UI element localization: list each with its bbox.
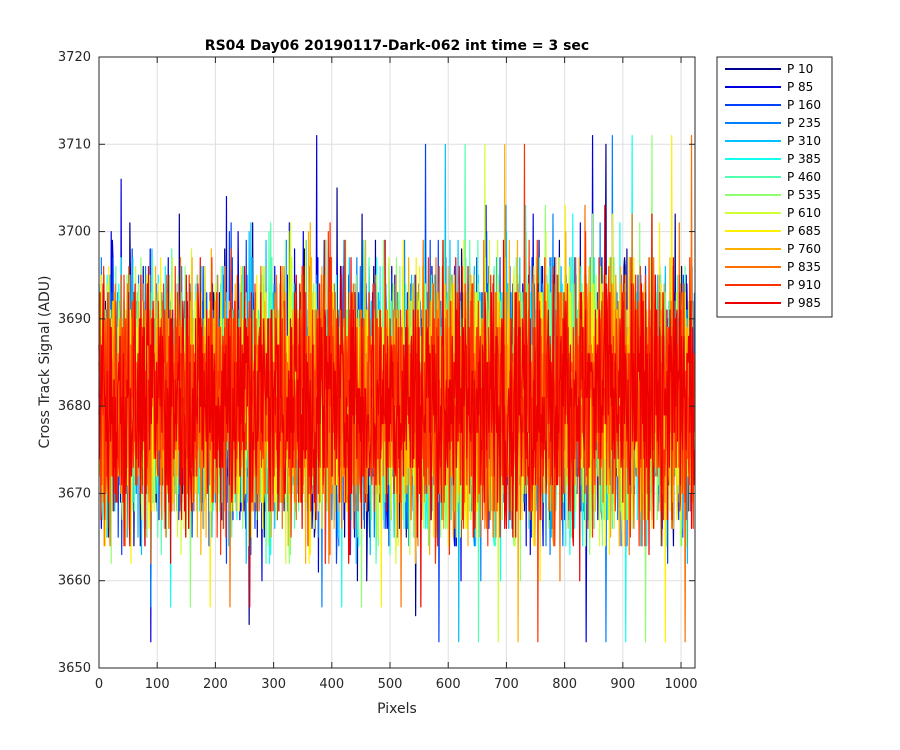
legend-label: P 685 bbox=[787, 224, 821, 238]
x-tick-label: 200 bbox=[203, 677, 228, 692]
legend-box bbox=[716, 56, 833, 318]
legend: P 10 P 85 P 160 P 235 P 310 P 385 P 460 P 535 P … bbox=[716, 56, 833, 318]
y-tick-label: 3690 bbox=[58, 312, 91, 327]
legend-label: P 985 bbox=[787, 296, 821, 310]
x-tick-label: 100 bbox=[145, 677, 170, 692]
x-tick-label: 800 bbox=[552, 677, 577, 692]
legend-label: P 760 bbox=[787, 242, 821, 256]
y-tick-label: 3670 bbox=[58, 486, 91, 501]
x-tick-label: 700 bbox=[494, 677, 519, 692]
x-tick-label: 1000 bbox=[664, 677, 697, 692]
x-tick-label: 400 bbox=[319, 677, 344, 692]
y-tick-label: 3720 bbox=[58, 50, 91, 65]
y-tick-label: 3660 bbox=[58, 574, 91, 589]
legend-label: P 160 bbox=[787, 98, 821, 112]
y-tick-label: 3700 bbox=[58, 225, 91, 240]
series-layer bbox=[98, 134, 696, 643]
x-tick-label: 0 bbox=[95, 677, 103, 692]
plot-frame bbox=[98, 56, 696, 669]
y-tick-label: 3710 bbox=[58, 137, 91, 152]
x-tick-label: 300 bbox=[261, 677, 286, 692]
legend-label: P 310 bbox=[787, 134, 821, 148]
legend-label: P 610 bbox=[787, 206, 821, 220]
series-line bbox=[98, 204, 696, 608]
x-axis-label: Pixels bbox=[377, 701, 417, 717]
y-tick-label: 3650 bbox=[58, 661, 91, 676]
y-tick-label: 3680 bbox=[58, 399, 91, 414]
legend-label: P 535 bbox=[787, 188, 821, 202]
ticks: 0 100 200 300 400 500 600 700 800 900 1000 3650 3660… bbox=[58, 50, 698, 692]
legend-label: P 10 bbox=[787, 62, 813, 76]
legend-label: P 385 bbox=[787, 152, 821, 166]
legend-label: P 835 bbox=[787, 260, 821, 274]
x-tick-label: 900 bbox=[610, 677, 635, 692]
y-axis-label: Cross Track Signal (ADU) bbox=[37, 276, 53, 449]
x-tick-label: 500 bbox=[378, 677, 403, 692]
x-tick-label: 600 bbox=[436, 677, 461, 692]
legend-label: P 910 bbox=[787, 278, 821, 292]
legend-label: P 235 bbox=[787, 116, 821, 130]
chart-title: RS04 Day06 20190117-Dark-062 int time = … bbox=[205, 38, 589, 54]
legend-label: P 460 bbox=[787, 170, 821, 184]
legend-label: P 85 bbox=[787, 80, 813, 94]
